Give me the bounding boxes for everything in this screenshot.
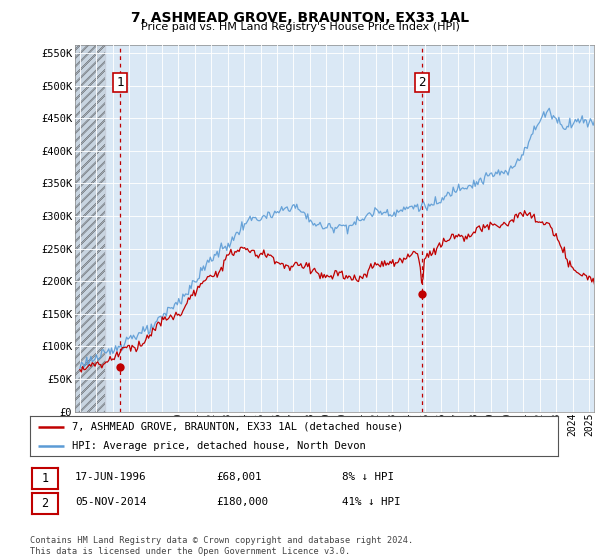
Text: 2: 2 (418, 76, 426, 89)
Text: HPI: Average price, detached house, North Devon: HPI: Average price, detached house, Nort… (72, 441, 366, 450)
Text: £68,001: £68,001 (216, 472, 262, 482)
Text: 2: 2 (41, 497, 49, 510)
Text: Price paid vs. HM Land Registry's House Price Index (HPI): Price paid vs. HM Land Registry's House … (140, 22, 460, 32)
Text: 05-NOV-2014: 05-NOV-2014 (75, 497, 146, 507)
Bar (75, 45, 104, 412)
Text: Contains HM Land Registry data © Crown copyright and database right 2024.
This d: Contains HM Land Registry data © Crown c… (30, 536, 413, 556)
Text: 8% ↓ HPI: 8% ↓ HPI (342, 472, 394, 482)
Bar (75, 45, 104, 412)
Text: 17-JUN-1996: 17-JUN-1996 (75, 472, 146, 482)
Text: 1: 1 (116, 76, 124, 89)
Text: 7, ASHMEAD GROVE, BRAUNTON, EX33 1AL (detached house): 7, ASHMEAD GROVE, BRAUNTON, EX33 1AL (de… (72, 422, 403, 432)
Text: 41% ↓ HPI: 41% ↓ HPI (342, 497, 401, 507)
Text: 7, ASHMEAD GROVE, BRAUNTON, EX33 1AL: 7, ASHMEAD GROVE, BRAUNTON, EX33 1AL (131, 11, 469, 25)
Text: £180,000: £180,000 (216, 497, 268, 507)
Text: 1: 1 (41, 472, 49, 486)
